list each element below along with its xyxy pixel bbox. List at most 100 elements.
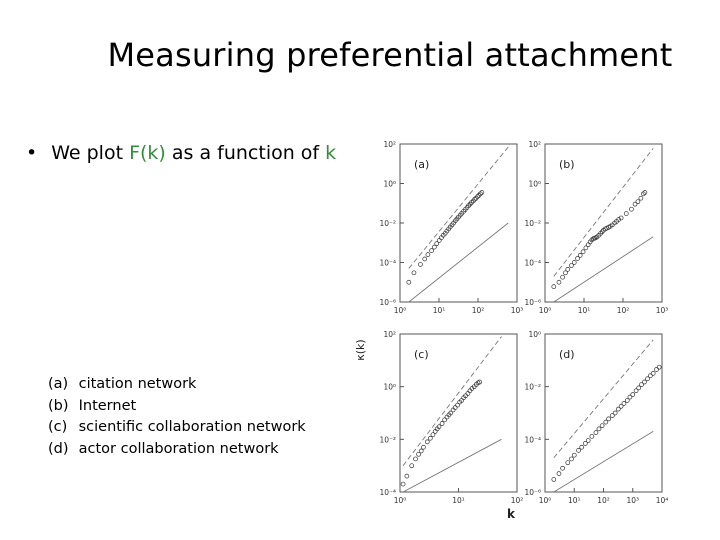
data-point [476, 193, 482, 198]
bullet-text-middle: as a function of [165, 142, 326, 164]
x-tick-label: 10⁰ [394, 496, 407, 505]
data-point [565, 266, 571, 272]
data-point [472, 196, 478, 202]
data-point [599, 423, 605, 429]
bullet-text-before: We plot [51, 142, 130, 164]
slide-title: Measuring preferential attachment [107, 36, 673, 74]
data-point [585, 242, 591, 248]
data-point [593, 430, 599, 435]
y-tick-label: 10⁻⁶ [524, 488, 541, 497]
x-tick-label: 10¹ [452, 496, 465, 505]
data-point [612, 410, 618, 416]
data-point [436, 424, 442, 430]
bullet-icon: • [26, 142, 38, 164]
data-point [642, 379, 647, 385]
y-tick-label: 10⁻⁴ [524, 259, 541, 268]
data-point [598, 230, 604, 236]
panel-label: (c) [414, 348, 429, 361]
dashed-reference-line [553, 339, 654, 459]
data-point [560, 465, 565, 471]
item-key: (b) [48, 397, 69, 414]
data-point [632, 201, 638, 207]
solid-reference-line [553, 236, 654, 302]
list-item: (b) Internet [48, 396, 306, 418]
data-point [413, 456, 418, 462]
data-point [421, 444, 426, 450]
data-point [404, 473, 410, 479]
data-point [563, 270, 568, 276]
data-point [479, 190, 485, 195]
y-tick-label: 10⁻² [379, 219, 396, 228]
data-point [654, 367, 659, 372]
solid-reference-line [402, 438, 502, 492]
dashed-reference-line [408, 146, 509, 269]
data-point [411, 270, 417, 276]
x-tick-label: 10³ [511, 306, 524, 315]
data-point [609, 413, 615, 418]
data-point [418, 448, 424, 454]
data-point [425, 252, 431, 257]
item-text: actor collaboration network [78, 440, 279, 457]
data-point [432, 244, 437, 250]
data-point [577, 253, 583, 258]
data-point [418, 262, 423, 267]
data-point [560, 274, 565, 280]
item-key: (c) [48, 419, 68, 435]
data-point [416, 451, 421, 457]
x-tick-label: 10⁴ [656, 496, 669, 505]
y-tick-label: 10⁰ [528, 330, 541, 339]
y-tick-label: 10⁻⁴ [379, 259, 396, 268]
data-point [589, 433, 595, 439]
data-point [593, 235, 599, 241]
y-tick-label: 10⁻² [524, 219, 541, 228]
y-tick-label: 10⁻² [379, 435, 396, 444]
x-tick-label: 10² [472, 306, 485, 315]
data-point [571, 260, 577, 265]
panel-label: (d) [559, 348, 575, 361]
data-point [452, 405, 458, 410]
data-point [429, 248, 434, 253]
data-point [640, 191, 646, 197]
item-text: scientific collaboration network [78, 419, 306, 435]
data-point [615, 406, 621, 412]
x-tick-label: 10¹ [568, 496, 581, 505]
x-tick-label: 10² [511, 496, 524, 505]
data-point [569, 263, 574, 268]
x-tick-label: 10² [597, 496, 610, 505]
y-tick-label: 10⁻⁶ [524, 298, 541, 307]
data-point [621, 401, 627, 406]
data-point [579, 444, 585, 450]
dashed-reference-line [402, 336, 502, 466]
data-point [422, 256, 428, 262]
y-tick-label: 10² [383, 330, 396, 339]
data-point [618, 215, 624, 221]
x-tick-label: 10⁰ [394, 306, 407, 315]
list-item: (c) scientific collaboration network [48, 417, 306, 439]
data-point [650, 371, 656, 376]
item-text: Internet [78, 397, 137, 414]
data-point [642, 190, 648, 195]
data-point [606, 416, 612, 422]
data-point [551, 284, 557, 289]
y-tick-label: 10² [528, 140, 541, 149]
data-point [430, 432, 436, 438]
solid-reference-line [553, 431, 654, 492]
panel-label: (a) [414, 158, 429, 171]
data-point [623, 211, 629, 216]
data-point [436, 238, 442, 243]
data-point [427, 435, 433, 441]
data-point [409, 463, 415, 469]
x-tick-label: 10² [617, 306, 630, 315]
bullet-line: • We plot F(k) as a function of k [26, 142, 336, 164]
data-point [448, 410, 454, 416]
item-text: citation network [78, 376, 197, 392]
data-point [551, 477, 557, 482]
x-tick-label: 10¹ [578, 306, 591, 315]
x-tick-label: 10¹ [433, 306, 446, 315]
item-key: (a) [48, 376, 69, 392]
data-point [477, 379, 482, 385]
data-point [556, 279, 562, 285]
data-point [645, 376, 650, 382]
dashed-reference-line [553, 148, 654, 277]
data-point [434, 241, 440, 247]
